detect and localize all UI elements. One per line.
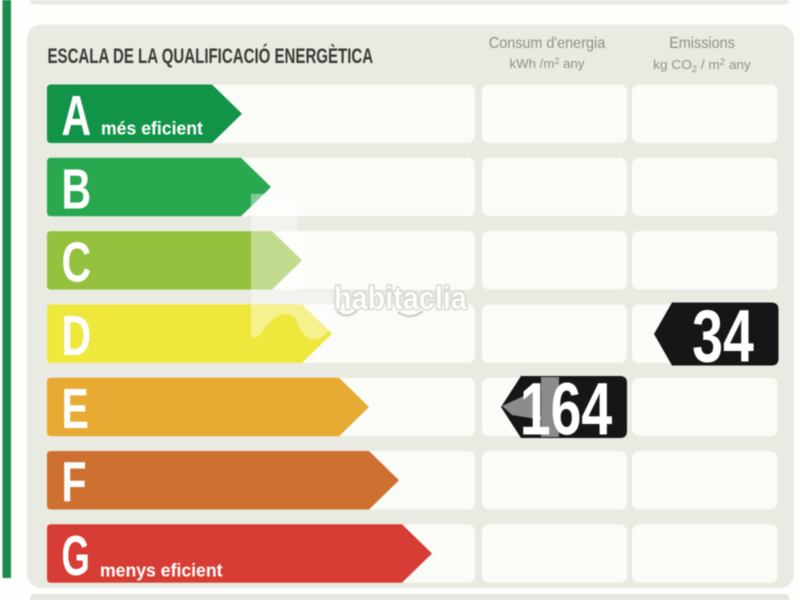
svg-text:menys eficient: menys eficient xyxy=(100,560,223,580)
svg-text:Consum d'energia: Consum d'energia xyxy=(489,34,606,52)
svg-text:habitaclia: habitaclia xyxy=(334,281,468,317)
svg-text:G: G xyxy=(62,525,90,588)
svg-text:34: 34 xyxy=(692,295,754,378)
svg-text:Emissions: Emissions xyxy=(669,34,735,52)
svg-text:B: B xyxy=(62,157,92,221)
svg-text:A: A xyxy=(62,83,92,147)
svg-text:164: 164 xyxy=(520,368,613,451)
svg-text:E: E xyxy=(62,377,89,441)
svg-text:kWh /m2 any: kWh /m2 any xyxy=(509,56,585,71)
svg-text:C: C xyxy=(62,230,92,294)
svg-text:kg CO2 / m2 any: kg CO2 / m2 any xyxy=(653,57,751,74)
svg-text:D: D xyxy=(62,303,92,367)
svg-text:ESCALA DE LA QUALIFICACIÓ ENER: ESCALA DE LA QUALIFICACIÓ ENERGÈTICA xyxy=(48,43,374,67)
svg-text:F: F xyxy=(62,450,87,514)
svg-text:més eficient: més eficient xyxy=(101,118,203,138)
